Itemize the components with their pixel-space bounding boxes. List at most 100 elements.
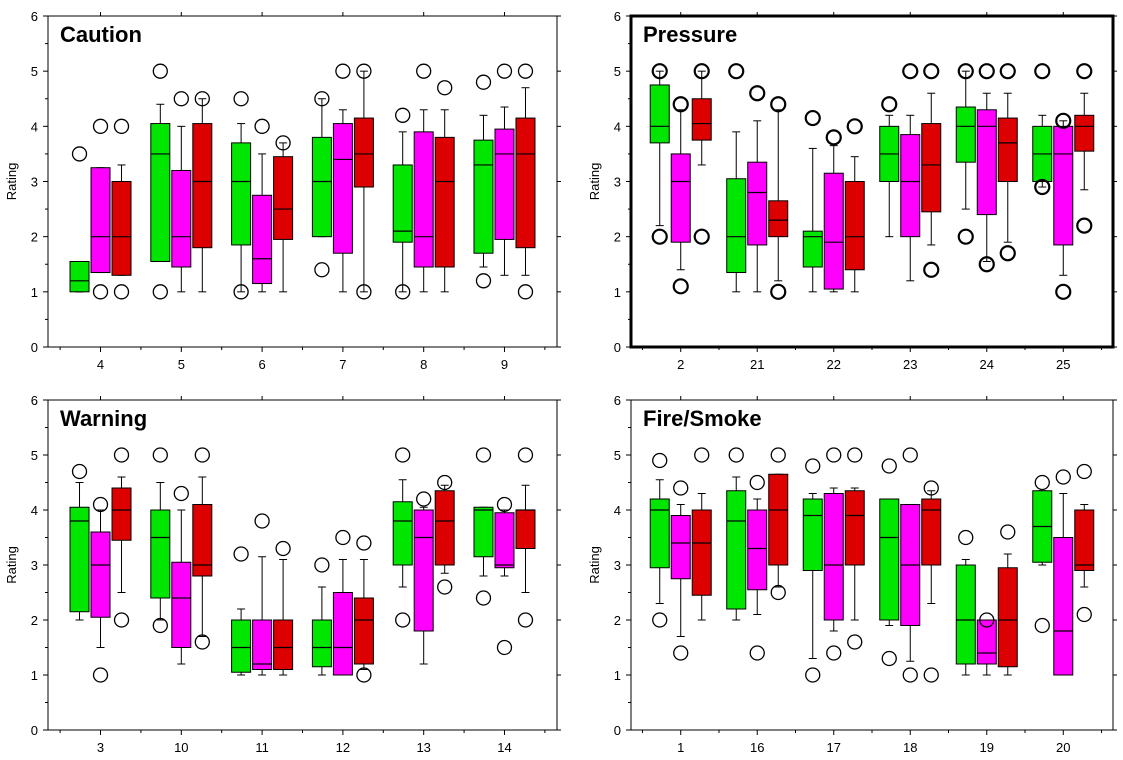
box-2-green [649, 63, 670, 245]
outlier-point [979, 612, 995, 628]
box-10-green [150, 447, 171, 634]
box-iqr [997, 567, 1018, 668]
box-iqr [392, 501, 413, 566]
x-tick-label: 23 [903, 357, 917, 372]
outlier-point [475, 273, 492, 289]
outlier-point [770, 96, 787, 113]
box-20-red [1074, 463, 1095, 623]
y-tick-label: 6 [614, 393, 621, 408]
y-tick-label: 4 [31, 503, 38, 518]
x-tick-label: 2 [677, 357, 684, 372]
x-tick-label: 4 [97, 357, 104, 372]
box-9-red [515, 63, 536, 300]
box-12-green [311, 557, 332, 676]
outlier-point [356, 284, 372, 300]
x-tick-label: 12 [336, 740, 350, 755]
box-iqr [69, 260, 90, 293]
y-tick-label: 2 [31, 230, 38, 245]
box-iqr [171, 169, 192, 268]
x-tick-label: 17 [827, 740, 841, 755]
panel-title: Warning [60, 406, 147, 431]
outlier-point [437, 579, 453, 595]
outlier-point [275, 135, 291, 151]
outlier-point [314, 262, 330, 278]
box-14-red [515, 447, 536, 628]
box-iqr [976, 109, 997, 216]
outlier-point [672, 278, 689, 295]
y-tick-label: 3 [31, 175, 38, 190]
box-6-red [273, 135, 294, 293]
box-16-magenta [747, 474, 768, 661]
outlier-point [233, 546, 249, 562]
box-24-red [997, 63, 1018, 262]
y-tick-label: 5 [614, 64, 621, 79]
box-iqr [691, 509, 712, 596]
y-tick-label: 1 [31, 668, 38, 683]
box-7-magenta [332, 63, 353, 293]
box-iqr [494, 512, 515, 569]
outlier-point [770, 447, 786, 463]
box-13-green [392, 447, 413, 628]
box-iqr [392, 164, 413, 243]
box-iqr [252, 619, 273, 670]
box-iqr [252, 194, 273, 285]
outlier-point [825, 129, 842, 146]
outlier-point [826, 447, 842, 463]
y-tick-label: 5 [31, 64, 38, 79]
y-tick-label: 6 [614, 9, 621, 24]
outlier-point [437, 80, 453, 96]
box-13-red [434, 474, 455, 595]
outlier-point [847, 447, 863, 463]
box-iqr [494, 128, 515, 240]
outlier-point [517, 63, 534, 79]
outlier-point [923, 261, 940, 278]
box-25-red [1074, 63, 1095, 234]
y-tick-label: 0 [31, 723, 38, 738]
box-16-red [768, 447, 789, 601]
outlier-point [113, 612, 130, 628]
outlier-point [999, 245, 1016, 262]
outlier-point [194, 91, 210, 107]
x-tick-label: 7 [339, 357, 346, 372]
outlier-point [395, 107, 411, 123]
box-3-green [69, 463, 90, 621]
box-20-magenta [1053, 469, 1074, 676]
outlier-point [651, 63, 668, 80]
outlier-point [496, 639, 513, 656]
box-iqr [273, 156, 294, 240]
box-iqr [473, 139, 494, 254]
outlier-point [1000, 524, 1016, 540]
outlier-point [356, 535, 372, 551]
x-tick-label: 10 [174, 740, 188, 755]
box-iqr [691, 98, 712, 141]
y-tick-label: 6 [31, 393, 38, 408]
outlier-point [651, 228, 668, 245]
box-iqr [111, 487, 132, 541]
outlier-point [881, 650, 897, 667]
box-14-magenta [494, 496, 515, 656]
y-tick-label: 6 [31, 9, 38, 24]
y-tick-label: 3 [614, 558, 621, 573]
box-iqr [434, 136, 455, 268]
box-12-magenta [332, 529, 353, 676]
outlier-point [1034, 617, 1050, 634]
outlier-point [152, 63, 168, 79]
outlier-point [978, 63, 995, 80]
outlier-point [475, 74, 492, 90]
y-tick-label: 3 [614, 175, 621, 190]
outlier-point [1034, 178, 1051, 196]
box-18-red [921, 480, 942, 683]
box-2-red [691, 63, 712, 245]
box-iqr [231, 619, 252, 673]
box-24-magenta [976, 63, 997, 273]
box-23-green [879, 96, 900, 238]
box-3-magenta [90, 496, 111, 683]
box-17-green [802, 458, 823, 683]
box-21-magenta [747, 85, 768, 293]
box-iqr [192, 123, 213, 249]
x-tick-label: 14 [497, 740, 511, 755]
outlier-point [1034, 474, 1050, 491]
outlier-point [881, 96, 898, 113]
